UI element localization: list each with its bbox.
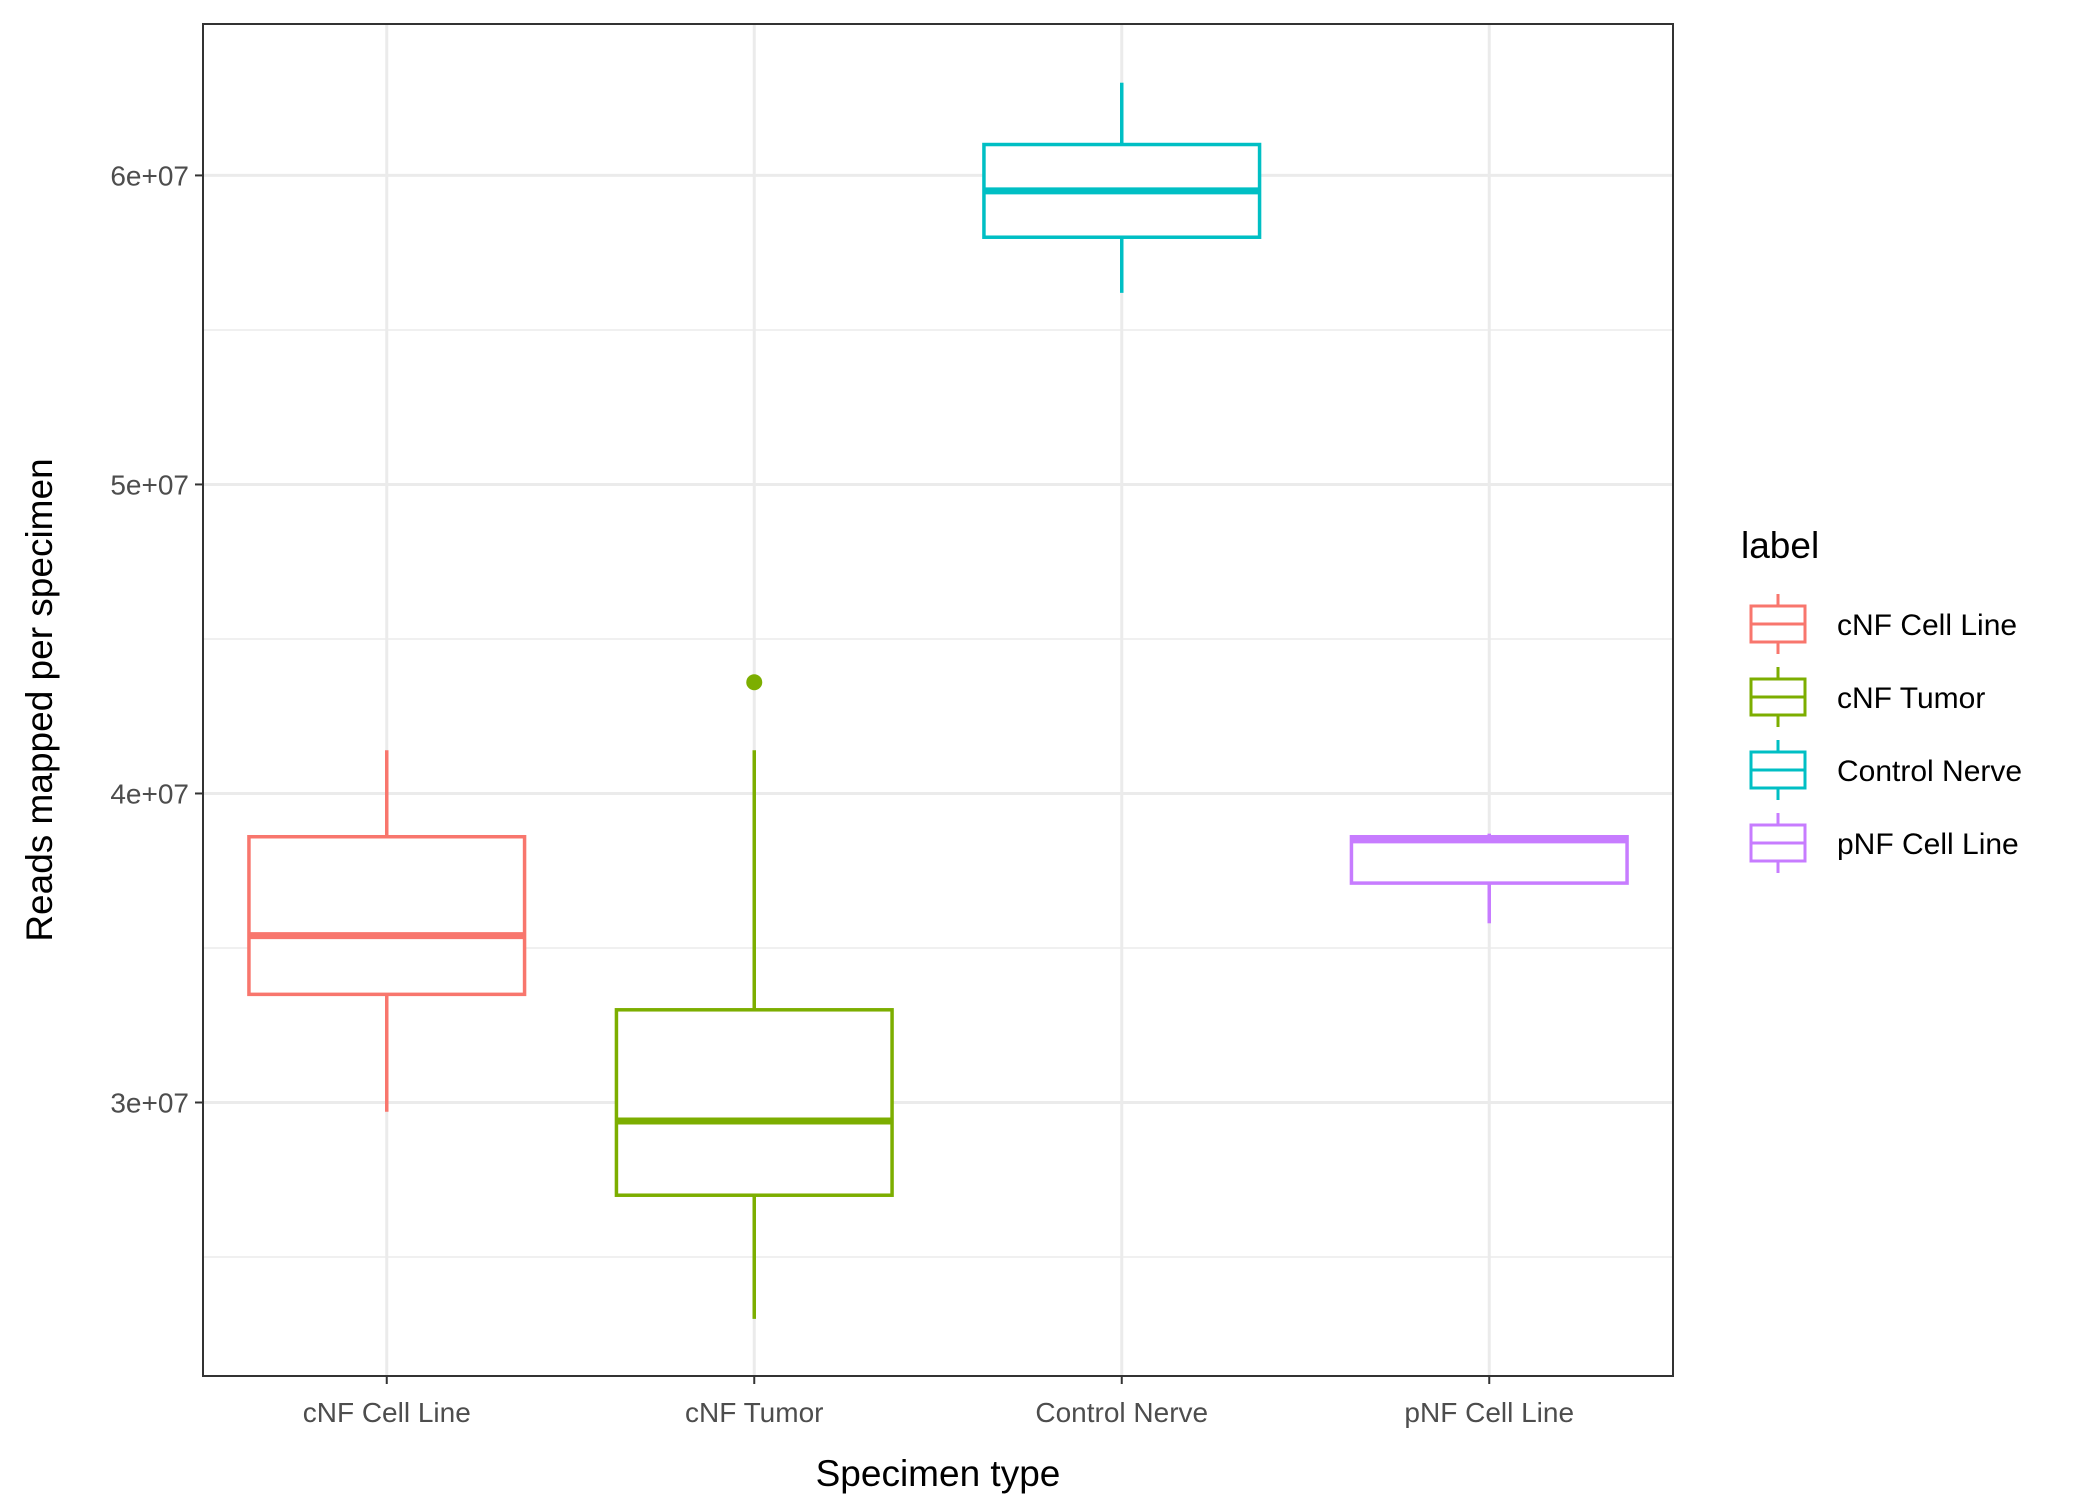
y-tick-label: 5e+07 bbox=[110, 469, 189, 500]
legend-item: pNF Cell Line bbox=[1749, 813, 2019, 873]
plot-panel-border bbox=[202, 23, 1674, 1377]
y-tick-label: 6e+07 bbox=[110, 160, 189, 191]
box-control-nerve bbox=[982, 82, 1262, 293]
y-axis: 3e+07 4e+07 5e+07 6e+07 bbox=[110, 160, 203, 1119]
outlier-point bbox=[746, 674, 763, 691]
y-tick-label: 4e+07 bbox=[110, 778, 189, 809]
x-tick-label: cNF Cell Line bbox=[303, 1397, 471, 1428]
legend: label cNF Cell Line cNF Tumor Control Nerv… bbox=[1741, 525, 2022, 873]
box-cnf-cell-line bbox=[247, 750, 527, 1112]
legend-label: cNF Tumor bbox=[1837, 682, 1985, 715]
iqr-box bbox=[614, 1008, 894, 1197]
legend-item: cNF Cell Line bbox=[1749, 594, 2017, 654]
iqr-box bbox=[1349, 834, 1629, 885]
x-tick-label: Control Nerve bbox=[1035, 1397, 1208, 1428]
legend-item: Control Nerve bbox=[1749, 740, 2022, 800]
major-gridlines bbox=[203, 24, 1673, 1376]
x-tick-label: pNF Cell Line bbox=[1404, 1397, 1574, 1428]
iqr-box bbox=[247, 834, 527, 997]
x-axis: cNF Cell Line cNF Tumor Control Nerve pNF C… bbox=[303, 1376, 1574, 1428]
boxplot-series bbox=[247, 82, 1629, 1319]
legend-item: cNF Tumor bbox=[1749, 667, 1985, 727]
y-axis-title: Reads mapped per specimen bbox=[19, 458, 60, 941]
legend-title: label bbox=[1741, 525, 1819, 566]
legend-label: Control Nerve bbox=[1837, 755, 2022, 788]
box-pnf-cell-line bbox=[1349, 833, 1629, 924]
legend-label: cNF Cell Line bbox=[1837, 609, 2017, 642]
legend-label: pNF Cell Line bbox=[1837, 828, 2019, 861]
box-cnf-tumor bbox=[614, 674, 894, 1319]
x-tick-label: cNF Tumor bbox=[685, 1397, 823, 1428]
y-tick-label: 3e+07 bbox=[110, 1088, 189, 1119]
x-axis-title: Specimen type bbox=[816, 1453, 1061, 1494]
